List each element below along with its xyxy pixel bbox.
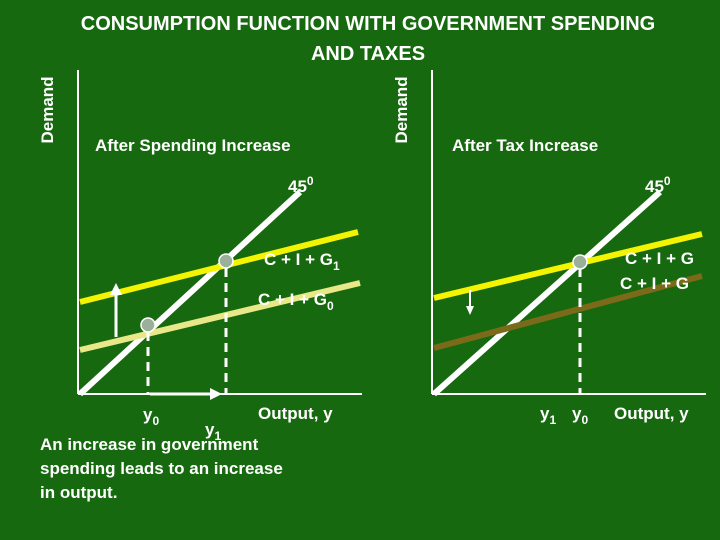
y-axis-label: Demand bbox=[38, 76, 57, 143]
panel-heading: After Tax Increase bbox=[452, 136, 598, 155]
x-label-text: y bbox=[572, 404, 582, 423]
title-line: AND TAXES bbox=[311, 43, 425, 65]
arrow-head bbox=[210, 388, 222, 400]
x-label-subscript: 1 bbox=[214, 429, 221, 443]
line-45 bbox=[432, 189, 662, 397]
line-label: C + I + G0 bbox=[258, 290, 334, 313]
x-label: y0 bbox=[143, 405, 159, 428]
consumption-line-lower bbox=[433, 273, 703, 351]
panel-heading: After Spending Increase bbox=[95, 136, 291, 155]
line-label: C + I + G1 bbox=[264, 250, 340, 273]
caption-line: in output. bbox=[40, 483, 117, 502]
consumption-line-upper bbox=[79, 229, 359, 305]
x-label: y1 bbox=[540, 404, 556, 427]
caption-line: spending leads to an increase bbox=[40, 459, 283, 478]
x-label-text: y bbox=[205, 420, 215, 439]
x-axis-label: Output, y bbox=[614, 404, 689, 423]
x-label-subscript: 1 bbox=[549, 413, 556, 427]
angle-superscript: 0 bbox=[664, 174, 671, 188]
line-label-text: C + I + G bbox=[258, 290, 327, 309]
arrow-head bbox=[110, 283, 122, 295]
arrow-head bbox=[466, 306, 474, 315]
line-label-subscript: 1 bbox=[333, 259, 340, 273]
line-label: C + I + G bbox=[620, 274, 689, 293]
consumption-line-lower bbox=[79, 280, 361, 353]
line-45 bbox=[77, 189, 303, 397]
x-label-subscript: 0 bbox=[581, 413, 588, 427]
angle-label: 450 bbox=[288, 174, 314, 196]
caption-line: An increase in government bbox=[40, 435, 259, 454]
y-axis-label: Demand bbox=[392, 76, 411, 143]
x-label: y0 bbox=[572, 404, 588, 427]
angle-superscript: 0 bbox=[307, 174, 314, 188]
line-label-subscript: 0 bbox=[327, 299, 334, 313]
x-label-subscript: 0 bbox=[152, 414, 159, 428]
angle-value: 45 bbox=[645, 177, 664, 196]
equilibrium-point bbox=[140, 317, 156, 333]
x-label-text: y bbox=[143, 405, 153, 424]
angle-value: 45 bbox=[288, 177, 307, 196]
title-line: CONSUMPTION FUNCTION WITH GOVERNMENT SPE… bbox=[81, 13, 655, 35]
consumption-line-upper bbox=[433, 231, 703, 301]
line-label-text: C + I + G bbox=[264, 250, 333, 269]
equilibrium-point bbox=[572, 254, 588, 270]
x-label-text: y bbox=[540, 404, 550, 423]
equilibrium-point bbox=[218, 253, 234, 269]
x-label: y1 bbox=[205, 420, 221, 443]
line-label: C + I + G bbox=[625, 249, 694, 268]
angle-label: 450 bbox=[645, 174, 671, 196]
x-axis-label: Output, y bbox=[258, 404, 333, 423]
